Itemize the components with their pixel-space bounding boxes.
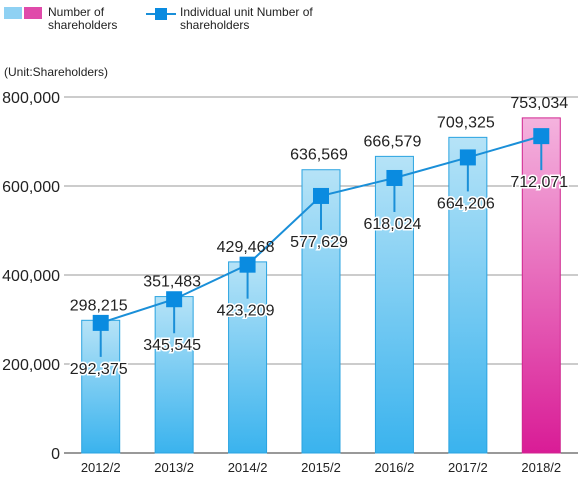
line-marker: [533, 128, 550, 145]
x-tick-label: 2015/2: [301, 460, 341, 475]
bar-value-label: 753,034: [510, 95, 568, 112]
y-tick-label: 800,000: [2, 90, 60, 107]
line-value-label: 712,071: [510, 174, 568, 191]
line-marker: [92, 314, 109, 331]
y-tick-label: 600,000: [2, 179, 60, 196]
line-value-label: 292,375: [70, 361, 128, 378]
legend-swatch-pink: [24, 7, 42, 19]
bar-value-label: 298,215: [70, 297, 128, 314]
line-marker: [386, 169, 403, 186]
chart-legend: Number of shareholders Individual unit N…: [0, 0, 580, 40]
line-value-label: 577,629: [290, 234, 348, 251]
bar-value-label: 429,468: [217, 239, 275, 256]
line-value-label: 345,545: [143, 337, 201, 354]
bar-value-label: 666,579: [364, 133, 422, 150]
bar-value-label: 636,569: [290, 147, 348, 164]
line-marker: [239, 256, 256, 273]
bar-value-label: 709,325: [437, 114, 495, 131]
y-tick-label: 400,000: [2, 268, 60, 285]
line-value-label: 423,209: [217, 303, 275, 320]
y-tick-label: 0: [51, 446, 60, 463]
unit-label: (Unit:Shareholders): [4, 65, 109, 79]
x-tick-label: 2012/2: [81, 460, 121, 475]
line-value-label: 618,024: [364, 216, 422, 233]
x-tick-label: 2016/2: [375, 460, 415, 475]
x-tick-label: 2013/2: [154, 460, 194, 475]
bar-highlight: [521, 117, 561, 454]
legend-label-shareholders: Number of shareholders: [48, 5, 118, 32]
x-tick-label: 2018/2: [521, 460, 561, 475]
line-value-label: 664,206: [437, 195, 495, 212]
line-marker: [166, 291, 183, 308]
legend-label-individual: Individual unit Number of shareholders: [180, 5, 313, 32]
legend-item-individual: Individual unit Number of shareholders: [146, 6, 313, 32]
y-tick-label: 200,000: [2, 357, 60, 374]
line-marker: [459, 149, 476, 166]
line-marker: [313, 187, 329, 204]
legend-item-shareholders: Number of shareholders: [4, 6, 117, 32]
legend-swatch-blue: [4, 7, 22, 19]
x-tick-label: 2017/2: [448, 460, 488, 475]
bar-value-label: 351,483: [143, 274, 201, 291]
x-tick-label: 2014/2: [228, 460, 268, 475]
legend-line-marker-icon: [146, 8, 176, 20]
